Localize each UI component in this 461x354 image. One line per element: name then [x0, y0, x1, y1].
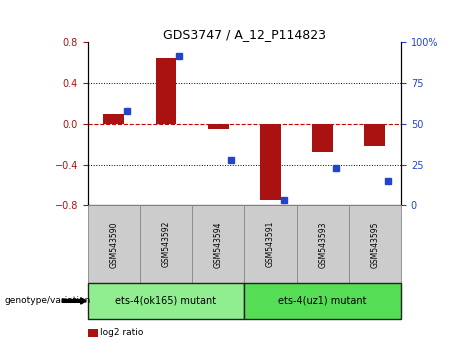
- Text: GSM543591: GSM543591: [266, 221, 275, 268]
- Text: GSM543595: GSM543595: [371, 221, 379, 268]
- Bar: [88, 283, 244, 319]
- Bar: [244, 205, 296, 283]
- Bar: [155, 58, 177, 124]
- Bar: [244, 283, 401, 319]
- Bar: [208, 124, 229, 129]
- Text: GSM543592: GSM543592: [161, 221, 171, 268]
- Bar: [103, 114, 124, 124]
- Bar: [260, 124, 281, 200]
- Text: GSM543594: GSM543594: [214, 221, 223, 268]
- Bar: [140, 205, 192, 283]
- Text: log2 ratio: log2 ratio: [100, 328, 144, 337]
- Title: GDS3747 / A_12_P114823: GDS3747 / A_12_P114823: [163, 28, 326, 41]
- Bar: [349, 205, 401, 283]
- Bar: [192, 205, 244, 283]
- Bar: [296, 205, 349, 283]
- Text: GSM543590: GSM543590: [109, 221, 118, 268]
- Text: genotype/variation: genotype/variation: [5, 296, 91, 306]
- Text: ets-4(ok165) mutant: ets-4(ok165) mutant: [115, 296, 217, 306]
- Text: GSM543593: GSM543593: [318, 221, 327, 268]
- Bar: [88, 205, 140, 283]
- Text: ets-4(uz1) mutant: ets-4(uz1) mutant: [278, 296, 367, 306]
- Bar: [365, 124, 385, 146]
- Bar: [312, 124, 333, 152]
